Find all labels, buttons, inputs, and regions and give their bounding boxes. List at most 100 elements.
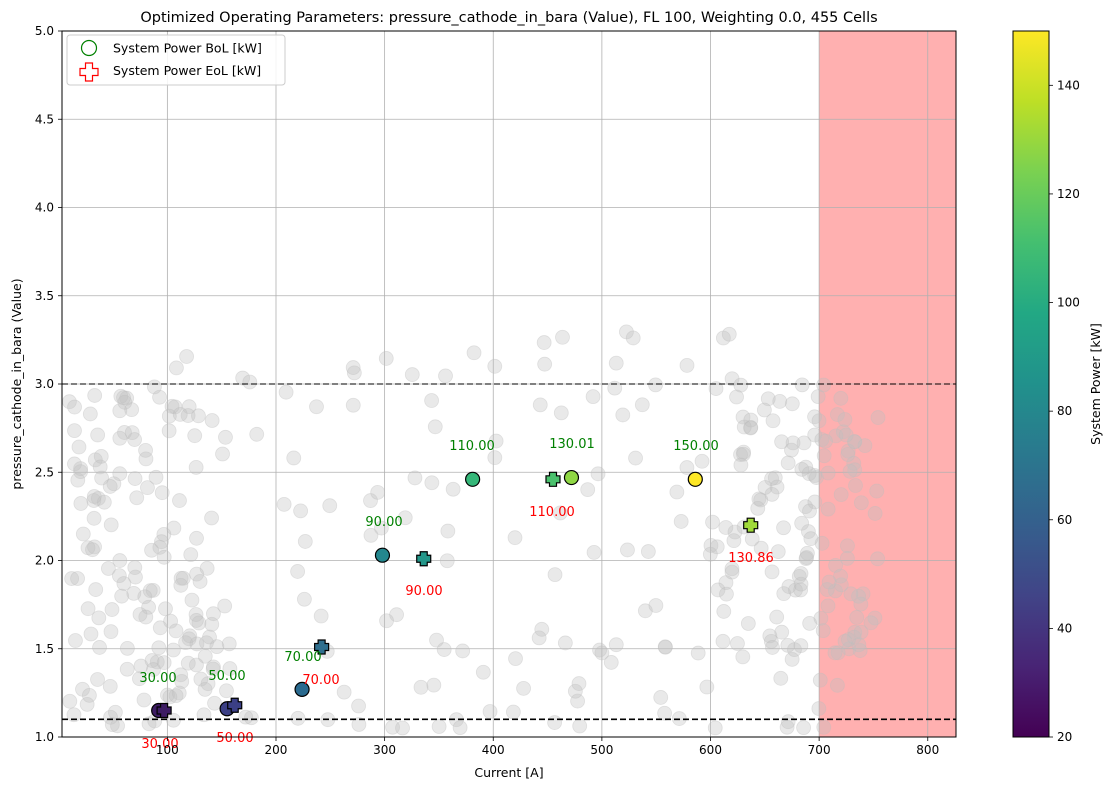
background-point — [197, 681, 213, 697]
background-point — [846, 629, 862, 645]
background-point — [116, 390, 131, 406]
background-point — [586, 545, 602, 560]
background-point — [189, 636, 205, 652]
background-point — [798, 551, 814, 566]
background-point — [721, 326, 737, 342]
background-point — [847, 462, 863, 478]
background-point — [166, 520, 182, 536]
background-point — [189, 657, 204, 673]
background-point — [378, 351, 394, 366]
colorbar-tick-label: 40 — [1057, 621, 1072, 635]
background-point — [345, 397, 361, 413]
background-point — [736, 419, 752, 435]
background-point — [290, 564, 306, 579]
background-point — [191, 615, 207, 631]
background-point — [764, 471, 780, 487]
background-point — [86, 510, 102, 526]
eol-point — [156, 702, 172, 719]
background-point — [144, 542, 159, 558]
background-point — [151, 640, 167, 656]
legend: System Power BoL [kW] System Power EoL [… — [66, 34, 286, 86]
background-point — [222, 661, 238, 676]
background-point — [537, 356, 553, 372]
background-point — [455, 643, 471, 659]
eol-point — [743, 517, 759, 533]
background-point — [840, 538, 855, 554]
background-point — [727, 524, 743, 540]
background-point — [505, 704, 521, 720]
y-axis-ticks: 1.0 1.5 2.0 2.5 3.0 3.5 4.0 4.5 5.0 — [35, 24, 62, 744]
background-point — [867, 610, 883, 626]
background-point — [707, 720, 723, 736]
background-point — [124, 425, 140, 440]
colorbar-tick-label: 120 — [1057, 187, 1080, 201]
background-point — [788, 582, 803, 598]
background-point — [79, 696, 95, 712]
background-point — [126, 585, 142, 601]
background-point — [816, 448, 832, 464]
y-tick-label: 4.5 — [35, 112, 54, 126]
background-point — [154, 485, 170, 501]
background-point — [244, 710, 259, 726]
bol-point-label: 50.00 — [208, 669, 245, 684]
background-point — [137, 589, 153, 605]
background-point — [90, 672, 105, 687]
x-tick-label: 600 — [699, 743, 722, 757]
background-point — [188, 459, 204, 475]
background-point — [590, 466, 606, 482]
x-tick-label: 300 — [373, 743, 396, 757]
background-point — [855, 586, 871, 602]
background-point — [67, 399, 82, 415]
background-point — [452, 720, 468, 736]
background-point — [810, 389, 826, 405]
background-point — [532, 397, 548, 413]
reference-lines — [62, 383, 956, 721]
background-point — [536, 335, 552, 350]
background-point — [765, 413, 781, 429]
background-point — [869, 483, 885, 499]
background-point — [173, 667, 189, 683]
background-point — [429, 632, 444, 648]
background-point — [821, 574, 837, 590]
background-point — [619, 324, 634, 340]
background-point — [197, 648, 213, 664]
bol-point — [465, 471, 481, 487]
background-point — [160, 687, 175, 703]
bol-point-label: 130.01 — [549, 437, 595, 452]
background-point — [835, 424, 851, 440]
bol-point — [374, 547, 391, 563]
background-point — [808, 470, 824, 485]
background-point — [71, 439, 87, 455]
y-tick-label: 5.0 — [35, 24, 54, 38]
background-point — [165, 642, 181, 658]
background-point — [221, 636, 237, 652]
background-point — [138, 442, 153, 458]
background-point — [156, 549, 172, 565]
background-point — [534, 621, 550, 637]
background-point — [743, 420, 759, 435]
background-point — [785, 435, 801, 451]
background-point — [158, 601, 173, 617]
background-point — [439, 553, 455, 569]
background-point — [774, 624, 790, 640]
background-point — [760, 391, 776, 407]
background-point — [466, 345, 482, 361]
background-point — [679, 358, 695, 373]
background-point — [816, 377, 832, 393]
background-point — [87, 452, 103, 468]
background-point — [853, 596, 869, 612]
background-point — [276, 496, 292, 512]
background-point — [780, 455, 796, 471]
background-point — [124, 402, 140, 418]
background-point — [482, 704, 498, 719]
background-point — [168, 360, 184, 376]
background-point — [779, 719, 795, 735]
background-point — [750, 500, 766, 516]
background-point — [436, 642, 452, 657]
background-point — [181, 399, 197, 415]
background-point — [104, 717, 120, 733]
colorbar-tick-label: 80 — [1057, 404, 1072, 418]
background-point — [119, 390, 135, 406]
background-points — [62, 324, 886, 736]
background-point — [404, 367, 420, 382]
